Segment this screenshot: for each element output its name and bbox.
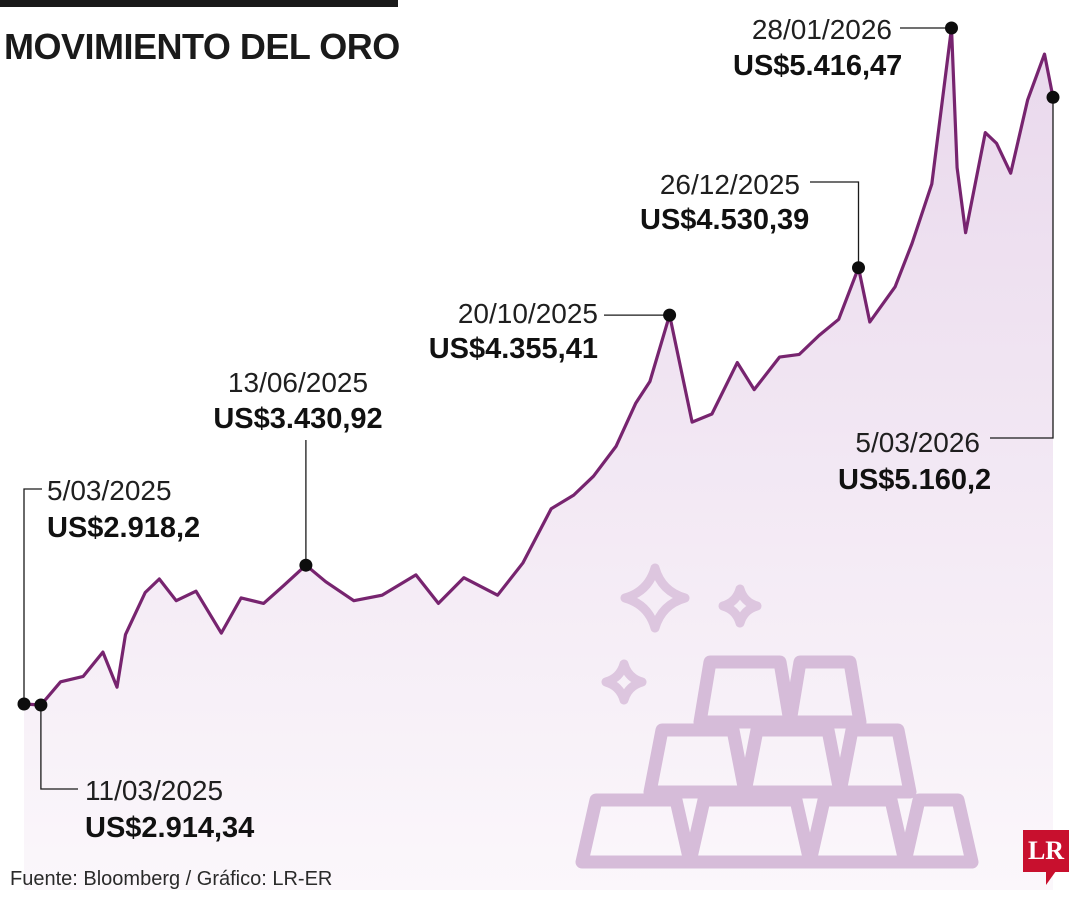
data-point <box>17 697 31 711</box>
annotation-value: US$4.530,39 <box>640 204 809 236</box>
annotation-value: US$5.416,47 <box>733 50 902 82</box>
annotation-value: US$2.918,2 <box>47 512 200 544</box>
gold-bar <box>833 723 917 799</box>
sparkle-icon <box>601 563 762 705</box>
annotation-value: US$5.160,2 <box>838 464 991 496</box>
sparkle-icon <box>620 563 690 633</box>
data-point <box>663 308 677 322</box>
annotation-date: 5/03/2026 <box>855 427 980 458</box>
data-point <box>945 21 958 35</box>
sparkle-icon <box>718 584 762 628</box>
annotations: 5/03/2025 US$2.918,2 11/03/2025 US$2.914,34… <box>17 14 1060 844</box>
price-line <box>22 26 1055 707</box>
annotation-value: US$3.430,92 <box>213 403 382 435</box>
annotation-date: 13/06/2025 <box>228 367 368 398</box>
lr-logo: LR <box>1023 830 1069 872</box>
gold-bars-icon <box>575 655 979 869</box>
decoration <box>575 563 979 869</box>
gold-bar <box>898 793 979 869</box>
sparkle-icon <box>601 659 647 705</box>
gold-bar <box>783 655 867 729</box>
annotation-date: 5/03/2025 <box>47 475 172 506</box>
data-point <box>852 261 865 275</box>
annotation-date: 26/12/2025 <box>660 169 800 200</box>
annotation-value: US$2.914,34 <box>85 812 254 844</box>
data-point <box>34 698 48 712</box>
annotation-date: 28/01/2026 <box>752 14 892 45</box>
annotation-date: 20/10/2025 <box>458 298 598 329</box>
annotation-leader <box>40 705 78 790</box>
annotation-leader <box>810 181 860 268</box>
lr-logo-tail <box>1046 871 1056 885</box>
title-rule <box>0 0 398 7</box>
chart-title: MOVIMIENTO DEL ORO <box>4 26 400 67</box>
annotation-leader <box>23 488 42 704</box>
data-point <box>1046 90 1060 104</box>
annotation-date: 11/03/2025 <box>85 775 223 806</box>
source-note: Fuente: Bloomberg / Gráfico: LR-ER <box>10 868 333 890</box>
data-point <box>299 558 313 572</box>
annotation-leader <box>990 97 1054 439</box>
annotation-value: US$4.355,41 <box>429 333 598 365</box>
